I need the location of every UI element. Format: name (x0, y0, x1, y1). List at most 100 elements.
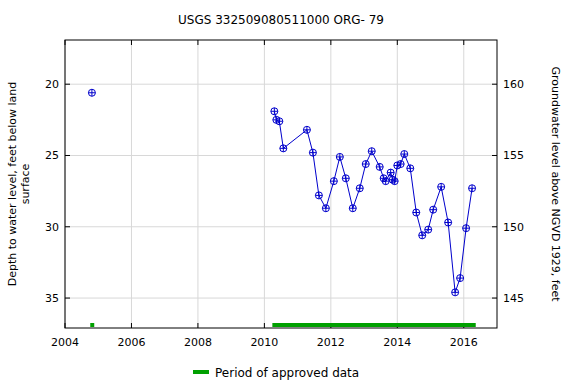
data-point (88, 89, 95, 96)
marker-plus (425, 226, 432, 233)
marker-circle (280, 145, 287, 152)
marker-plus (401, 151, 408, 158)
tick (131, 40, 132, 45)
data-point (342, 175, 349, 182)
marker-circle (391, 178, 398, 185)
marker-circle (430, 206, 437, 213)
marker-plus (280, 145, 287, 152)
tick (463, 40, 464, 45)
grid-line (65, 298, 497, 299)
tick (264, 323, 265, 328)
tick-label: 2016 (450, 336, 478, 349)
marker-plus (413, 209, 420, 216)
legend-swatch (193, 370, 209, 374)
marker-plus (362, 161, 369, 168)
marker-circle (419, 232, 426, 239)
data-point (349, 205, 356, 212)
title: USGS 332509080511000 ORG- 79 (178, 13, 384, 27)
grid-line (65, 226, 497, 227)
tick (264, 40, 265, 45)
grid-line (264, 40, 265, 328)
grid-line (197, 40, 198, 328)
data-point (280, 145, 287, 152)
marker-plus (309, 149, 316, 156)
data-point (397, 161, 404, 168)
marker-plus (430, 206, 437, 213)
marker-plus (445, 219, 452, 226)
marker-plus (397, 161, 404, 168)
data-point (276, 118, 283, 125)
marker-plus (330, 178, 337, 185)
data-point (271, 108, 278, 115)
marker-plus (315, 192, 322, 199)
marker-circle (452, 289, 459, 296)
marker-plus (407, 165, 414, 172)
data-point (303, 126, 310, 133)
tick-label: 2006 (117, 336, 145, 349)
marker-circle (336, 153, 343, 160)
data-point (401, 151, 408, 158)
plot-frame (65, 40, 497, 328)
marker-plus (457, 275, 464, 282)
marker-plus (463, 225, 470, 232)
tick-label: 160 (503, 78, 524, 91)
data-point (315, 192, 322, 199)
tick-label: 20 (45, 78, 59, 91)
marker-plus (276, 118, 283, 125)
marker-circle (356, 185, 363, 192)
marker-circle (309, 149, 316, 156)
marker-circle (88, 89, 95, 96)
legend-label: Period of approved data (215, 366, 359, 380)
plot-area (88, 89, 475, 327)
data-point (425, 226, 432, 233)
data-point (413, 209, 420, 216)
tick (131, 323, 132, 328)
approved-period (272, 323, 475, 327)
approved-period (90, 323, 94, 327)
tick (65, 155, 70, 156)
marker-circle (413, 209, 420, 216)
tick-label: 150 (503, 221, 524, 234)
data-point (452, 289, 459, 296)
marker-plus (322, 205, 329, 212)
marker-plus (376, 163, 383, 170)
data-point (469, 185, 476, 192)
data-point (336, 153, 343, 160)
data-point (376, 163, 383, 170)
y-axis-label-line: Depth to water level, feet below land (6, 82, 19, 287)
marker-plus (387, 169, 394, 176)
data-point (382, 178, 389, 185)
tick (492, 155, 497, 156)
data-point (309, 149, 316, 156)
data-point (356, 185, 363, 192)
marker-circle (382, 178, 389, 185)
tick (65, 226, 70, 227)
data-point (407, 165, 414, 172)
data-point (362, 161, 369, 168)
chart: USGS 332509080511000 ORG- 79200420062008… (0, 0, 576, 384)
grid-line (463, 40, 464, 328)
marker-plus (452, 289, 459, 296)
marker-plus (368, 148, 375, 155)
tick-label: 2004 (51, 336, 79, 349)
y-axis-label: Depth to water level, feet below landsur… (6, 82, 32, 287)
marker-plus (438, 183, 445, 190)
marker-plus (391, 178, 398, 185)
tick (492, 298, 497, 299)
grid-line (65, 155, 497, 156)
tick (65, 298, 70, 299)
marker-circle (438, 183, 445, 190)
marker-circle (425, 226, 432, 233)
data-point (463, 225, 470, 232)
marker-plus (356, 185, 363, 192)
marker-circle (445, 219, 452, 226)
series-line (274, 111, 472, 292)
tick-label: 145 (503, 292, 524, 305)
marker-plus (303, 126, 310, 133)
marker-plus (469, 185, 476, 192)
marker-circle (463, 225, 470, 232)
data-point (430, 206, 437, 213)
marker-circle (276, 118, 283, 125)
tick (197, 323, 198, 328)
marker-plus (271, 108, 278, 115)
